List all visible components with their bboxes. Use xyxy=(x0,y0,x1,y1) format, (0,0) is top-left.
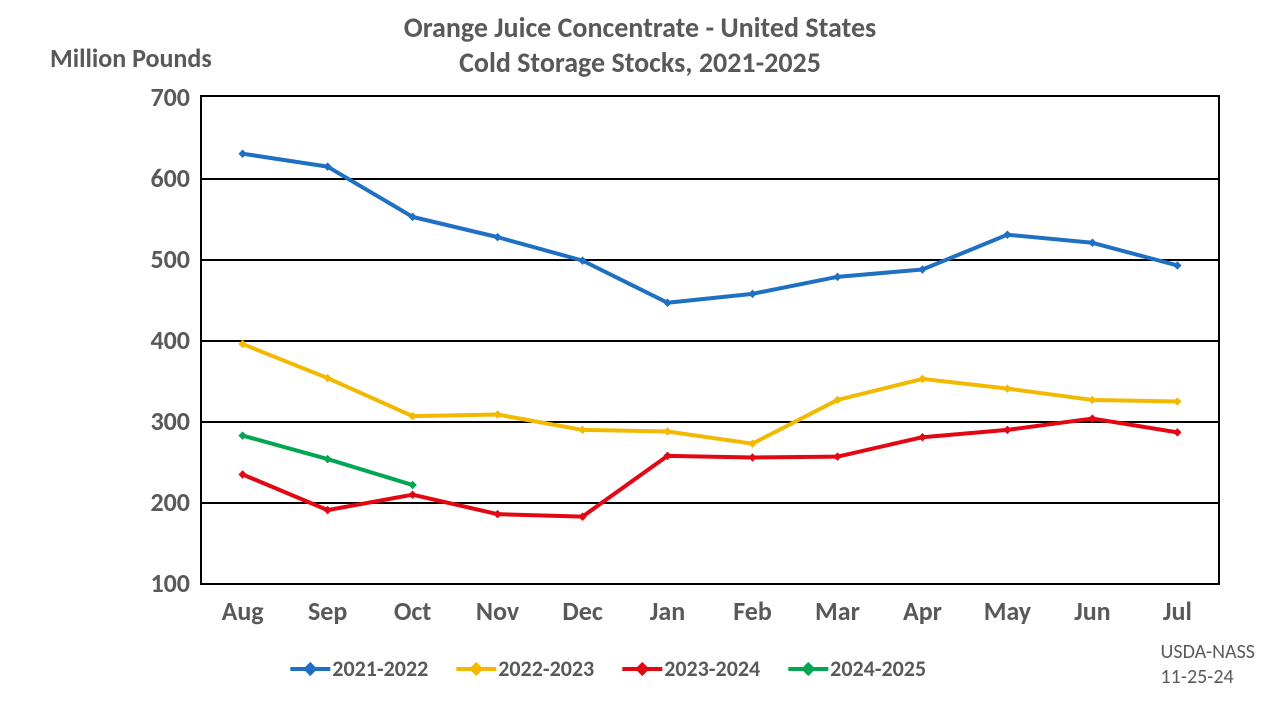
chart-container: Million Pounds Orange Juice Concentrate … xyxy=(0,0,1280,720)
data-marker xyxy=(748,290,756,298)
x-tick-label: Dec xyxy=(562,595,602,627)
x-tick-label: May xyxy=(984,595,1031,627)
data-marker xyxy=(238,149,246,157)
legend-swatch xyxy=(290,667,330,671)
legend-label: 2024-2025 xyxy=(830,655,926,682)
legend-swatch xyxy=(788,667,828,671)
legend-item: 2022-2023 xyxy=(456,655,594,682)
source-org: USDA-NASS xyxy=(1161,640,1255,665)
data-marker xyxy=(1088,414,1096,422)
data-marker xyxy=(1088,396,1096,404)
data-marker xyxy=(1173,428,1181,436)
x-tick-label: Jun xyxy=(1074,595,1111,627)
y-tick-label: 300 xyxy=(150,405,190,437)
data-marker xyxy=(1003,426,1011,434)
x-tick-label: Aug xyxy=(222,595,264,627)
data-marker xyxy=(918,375,926,383)
title-line-1: Orange Juice Concentrate - United States xyxy=(404,10,876,45)
legend-swatch xyxy=(622,667,662,671)
source-date: 11-25-24 xyxy=(1161,665,1255,690)
x-tick-label: Mar xyxy=(815,595,860,627)
x-tick-label: Jul xyxy=(1163,595,1192,627)
legend-swatch xyxy=(456,667,496,671)
y-tick-label: 600 xyxy=(150,162,190,194)
legend-item: 2023-2024 xyxy=(622,655,760,682)
legend-label: 2023-2024 xyxy=(664,655,760,682)
data-marker xyxy=(578,426,586,434)
data-marker xyxy=(663,427,671,435)
y-tick-label: 400 xyxy=(150,324,190,356)
plot-area xyxy=(200,95,1220,585)
x-tick-label: Apr xyxy=(903,595,942,627)
data-marker xyxy=(1088,239,1096,247)
series-line xyxy=(243,419,1178,517)
series-line xyxy=(243,344,1178,444)
x-tick-label: Sep xyxy=(308,595,347,627)
data-marker xyxy=(493,410,501,418)
data-marker xyxy=(1173,261,1181,269)
series-svg xyxy=(202,97,1218,583)
title-line-2: Cold Storage Stocks, 2021-2025 xyxy=(404,45,876,80)
x-tick-label: Feb xyxy=(733,595,772,627)
x-tick-label: Jan xyxy=(650,595,685,627)
y-tick-label: 700 xyxy=(150,81,190,113)
legend-label: 2021-2022 xyxy=(332,655,428,682)
y-tick-label: 100 xyxy=(150,567,190,599)
data-marker xyxy=(1173,397,1181,405)
data-marker xyxy=(493,510,501,518)
x-tick-label: Oct xyxy=(394,595,431,627)
source-attribution: USDA-NASS 11-25-24 xyxy=(1161,640,1255,690)
data-marker xyxy=(833,452,841,460)
y-axis-label: Million Pounds xyxy=(50,42,212,74)
legend: 2021-2022 2022-2023 2023-2024 2024-2025 xyxy=(290,655,926,682)
data-marker xyxy=(748,453,756,461)
data-marker xyxy=(918,433,926,441)
data-marker xyxy=(1003,384,1011,392)
data-marker xyxy=(833,273,841,281)
legend-item: 2024-2025 xyxy=(788,655,926,682)
data-marker xyxy=(238,431,246,439)
legend-item: 2021-2022 xyxy=(290,655,428,682)
y-tick-label: 500 xyxy=(150,243,190,275)
y-tick-label: 200 xyxy=(150,486,190,518)
series-line xyxy=(243,154,1178,303)
legend-label: 2022-2023 xyxy=(498,655,594,682)
chart-title: Orange Juice Concentrate - United States… xyxy=(404,10,876,80)
x-tick-label: Nov xyxy=(476,595,519,627)
data-marker xyxy=(493,233,501,241)
data-marker xyxy=(408,490,416,498)
